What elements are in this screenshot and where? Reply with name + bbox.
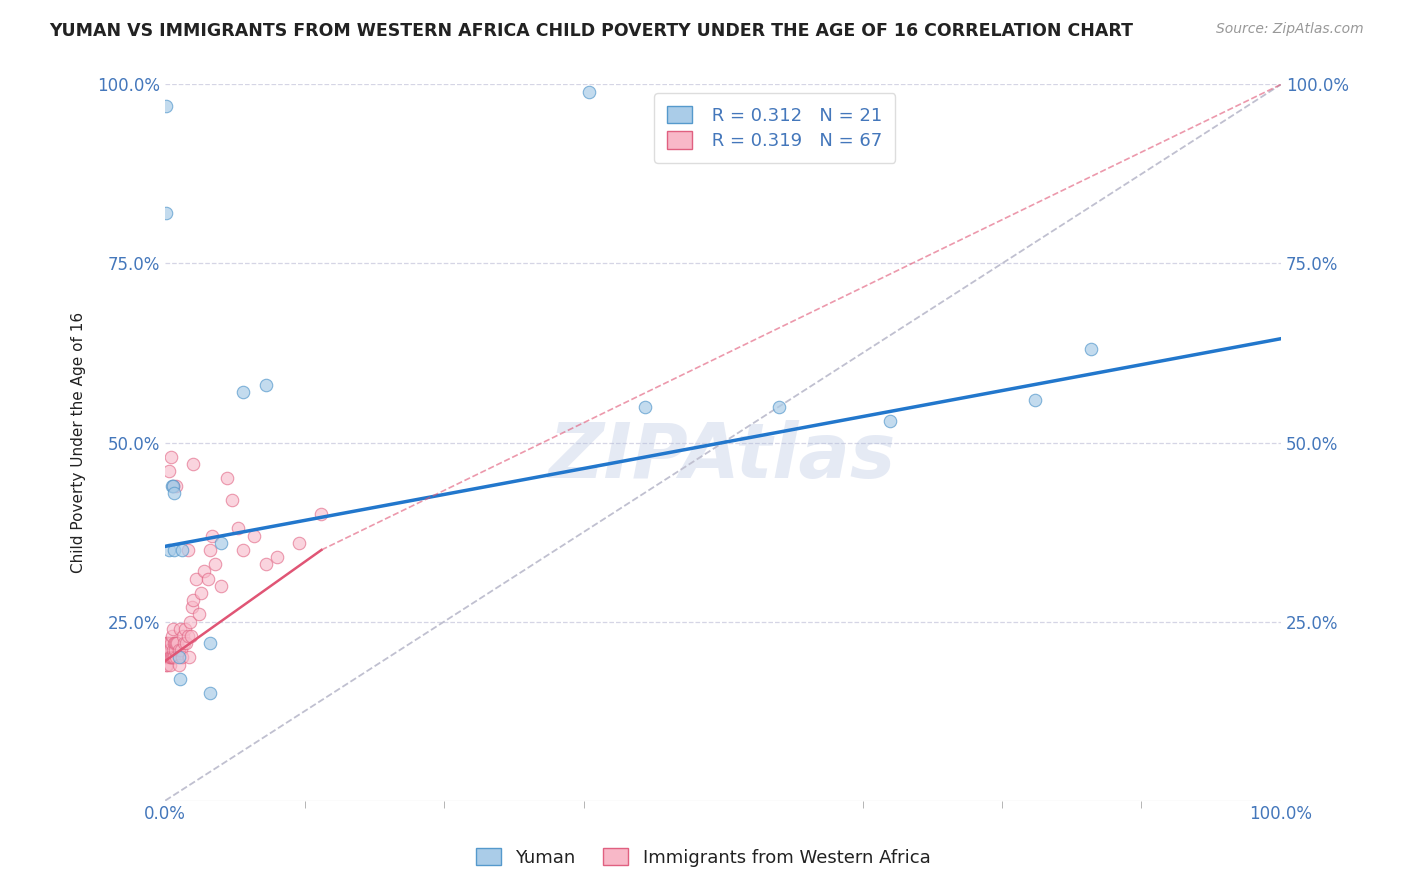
Point <box>160 478 183 492</box>
Point <box>160 629 183 643</box>
Point <box>155 650 177 665</box>
Point <box>156 636 179 650</box>
Point <box>879 414 901 428</box>
Point <box>181 457 204 471</box>
Point <box>181 593 204 607</box>
Point <box>311 507 333 521</box>
Text: Source: ZipAtlas.com: Source: ZipAtlas.com <box>1216 22 1364 37</box>
Point <box>160 650 183 665</box>
Point <box>226 521 249 535</box>
Point <box>159 657 181 672</box>
Point <box>232 385 254 400</box>
Point <box>172 629 194 643</box>
Point <box>159 450 181 464</box>
Point <box>254 558 277 572</box>
Point <box>181 600 204 615</box>
Point <box>155 206 177 220</box>
Point <box>176 636 198 650</box>
Point <box>254 378 277 392</box>
Point <box>170 650 193 665</box>
Point <box>166 636 188 650</box>
Point <box>156 643 179 657</box>
Point <box>167 657 190 672</box>
Point <box>156 657 179 672</box>
Point <box>155 643 177 657</box>
Point <box>155 636 177 650</box>
Text: ZIPAtlas: ZIPAtlas <box>550 420 897 494</box>
Point <box>167 643 190 657</box>
Point <box>162 478 184 492</box>
Point <box>243 528 266 542</box>
Point <box>176 543 198 558</box>
Point <box>1024 392 1046 407</box>
Point <box>163 485 186 500</box>
Point <box>170 643 193 657</box>
Point <box>162 650 184 665</box>
Point <box>165 478 187 492</box>
Point <box>173 636 195 650</box>
Point <box>578 85 600 99</box>
Legend: Yuman, Immigrants from Western Africa: Yuman, Immigrants from Western Africa <box>468 841 938 874</box>
Point <box>634 400 657 414</box>
Legend:  R = 0.312   N = 21,  R = 0.319   N = 67: R = 0.312 N = 21, R = 0.319 N = 67 <box>654 94 896 162</box>
Point <box>155 650 177 665</box>
Point <box>197 572 219 586</box>
Point <box>177 650 200 665</box>
Point <box>170 543 193 558</box>
Point <box>180 629 202 643</box>
Point <box>266 550 288 565</box>
Point <box>162 478 184 492</box>
Point <box>163 543 186 558</box>
Point <box>232 543 254 558</box>
Point <box>190 586 212 600</box>
Point <box>165 636 187 650</box>
Point <box>169 622 191 636</box>
Point <box>288 536 311 550</box>
Point <box>157 636 180 650</box>
Point <box>155 657 177 672</box>
Point <box>187 607 209 622</box>
Point <box>163 636 186 650</box>
Point <box>159 636 181 650</box>
Point <box>221 492 243 507</box>
Point <box>204 558 226 572</box>
Point <box>165 643 187 657</box>
Point <box>201 528 224 542</box>
Point <box>174 622 197 636</box>
Point <box>157 650 180 665</box>
Point <box>155 99 177 113</box>
Point <box>186 572 208 586</box>
Point <box>209 536 232 550</box>
Point <box>176 629 198 643</box>
Point <box>162 643 184 657</box>
Point <box>1080 343 1102 357</box>
Point <box>159 650 181 665</box>
Point <box>167 650 190 665</box>
Point <box>215 471 238 485</box>
Point <box>198 686 221 700</box>
Point <box>209 579 232 593</box>
Point <box>179 615 201 629</box>
Point <box>163 650 186 665</box>
Point <box>165 650 187 665</box>
Point <box>157 464 180 478</box>
Point <box>159 643 181 657</box>
Point <box>159 650 181 665</box>
Point <box>768 400 790 414</box>
Point <box>162 622 184 636</box>
Text: YUMAN VS IMMIGRANTS FROM WESTERN AFRICA CHILD POVERTY UNDER THE AGE OF 16 CORREL: YUMAN VS IMMIGRANTS FROM WESTERN AFRICA … <box>49 22 1133 40</box>
Point <box>157 643 180 657</box>
Point <box>165 636 187 650</box>
Point <box>157 543 180 558</box>
Point <box>169 672 191 686</box>
Y-axis label: Child Poverty Under the Age of 16: Child Poverty Under the Age of 16 <box>72 312 86 573</box>
Point <box>198 636 221 650</box>
Point <box>193 565 215 579</box>
Point <box>198 543 221 558</box>
